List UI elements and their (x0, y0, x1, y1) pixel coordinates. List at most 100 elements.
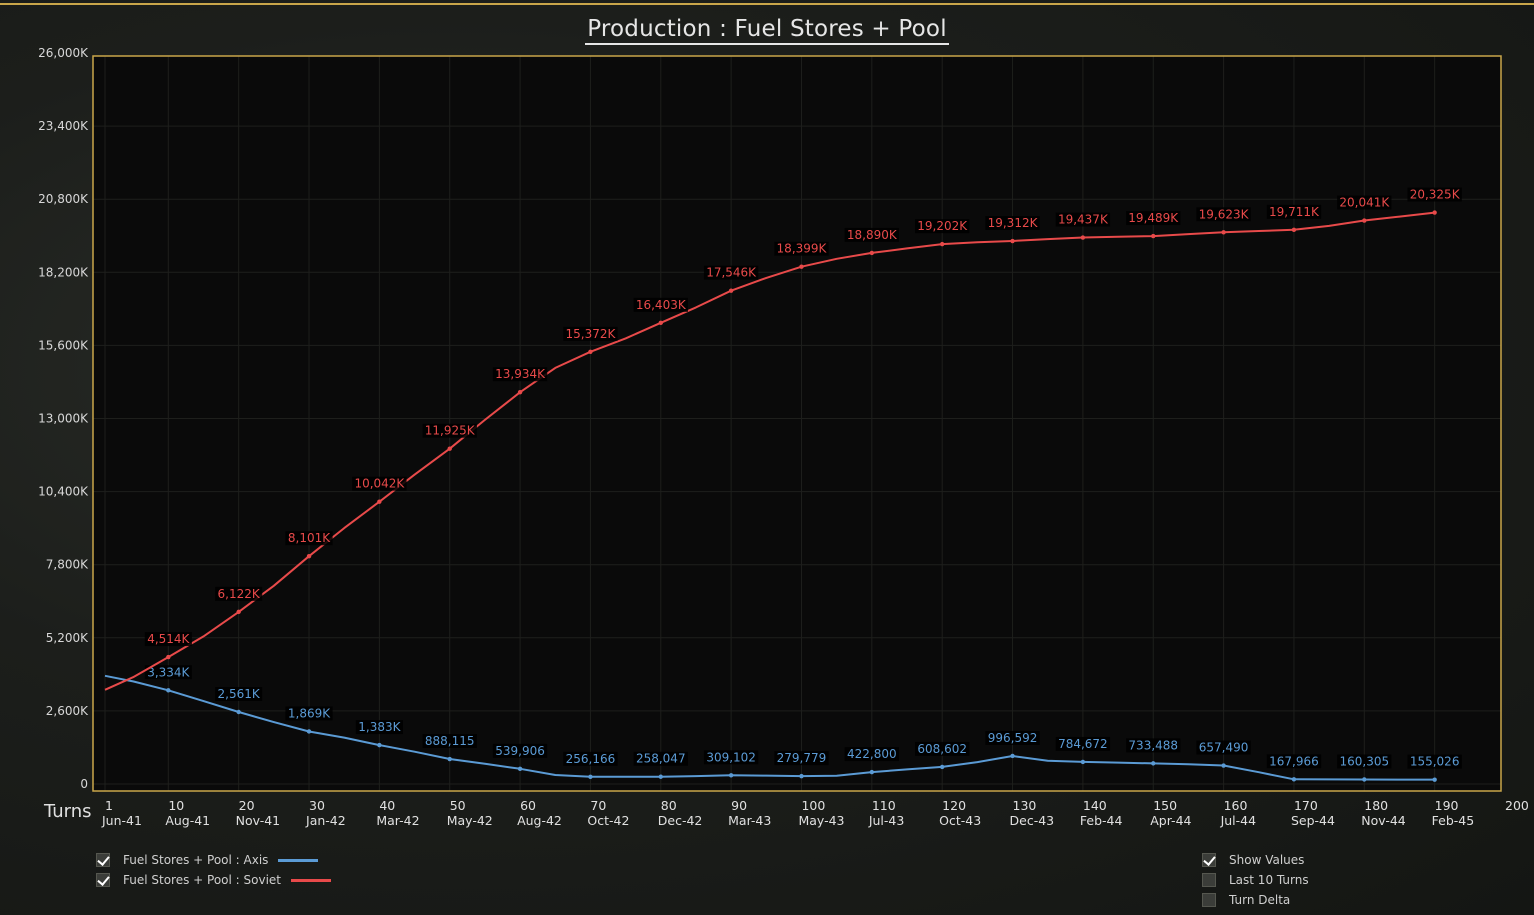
x-tick-turn-label: 1 (105, 798, 113, 813)
x-tick-date-label: Dec-42 (658, 813, 703, 828)
soviet-data-label-bg (285, 531, 333, 546)
soviet-data-point (447, 446, 452, 451)
axis-data-label-bg (633, 751, 688, 766)
legend-axis-checkbox[interactable] (96, 853, 110, 867)
legend-axis-swatch (278, 858, 319, 862)
x-tick-date-label: Nov-44 (1361, 813, 1406, 828)
axis-data-point (517, 766, 523, 772)
axis-data-label: 539,906 (495, 744, 545, 758)
soviet-data-label-bg (1055, 212, 1111, 227)
soviet-data-label: 20,041K (1339, 196, 1390, 210)
show-values-checkbox[interactable] (1202, 853, 1216, 867)
axis-data-label: 422,800 (847, 747, 897, 761)
x-tick-date-label: Dec-43 (1010, 813, 1055, 828)
soviet-data-label: 15,372K (565, 327, 616, 341)
soviet-data-point (1362, 218, 1367, 223)
axis-data-point (166, 688, 171, 693)
soviet-data-point (166, 654, 171, 660)
axis-data-point (799, 773, 804, 779)
y-tick-label: 5,200K (46, 631, 89, 645)
soviet-data-label-bg (144, 632, 192, 647)
soviet-data-label: 19,202K (917, 219, 968, 233)
soviet-data-label: 18,890K (847, 228, 898, 242)
x-tick-date-label: Jul-43 (868, 813, 905, 828)
soviet-data-point (1151, 233, 1156, 239)
legend-soviet-swatch (291, 878, 332, 882)
x-tick-date-label: Jul-44 (1220, 813, 1257, 828)
soviet-data-point (588, 349, 593, 355)
soviet-data-label-bg (1196, 207, 1251, 222)
axis-series-line (104, 674, 1435, 781)
axis-data-label-bg (703, 750, 759, 765)
soviet-data-label-bg (774, 241, 829, 256)
axis-data-label-bg (422, 734, 477, 749)
y-tick-label: 13,000K (38, 412, 89, 426)
x-tick-date-label: Mar-42 (376, 813, 419, 828)
axis-data-label: 657,490 (1199, 741, 1249, 755)
plot-area (93, 56, 1501, 791)
x-tick-date-label: Aug-42 (517, 813, 562, 828)
axis-data-label-bg (1196, 740, 1251, 755)
axis-data-point (1080, 759, 1086, 765)
x-tick-turn-label: 10 (168, 798, 184, 813)
last-10-turns-checkbox[interactable] (1202, 873, 1216, 887)
x-tick-turn-label: 30 (309, 798, 325, 813)
y-tick-label: 7,800K (46, 558, 89, 572)
soviet-data-label: 8,101K (288, 531, 331, 545)
soviet-data-label-bg (422, 423, 477, 438)
soviet-data-label: 10,042K (354, 477, 405, 491)
soviet-data-label-bg (1266, 204, 1322, 219)
axis-data-point (377, 742, 382, 748)
axis-data-label: 888,115 (425, 734, 475, 748)
soviet-data-label-bg (914, 219, 970, 234)
axis-data-label: 608,602 (917, 742, 967, 756)
axis-data-label-bg (1126, 738, 1181, 753)
soviet-data-label-bg (1337, 195, 1392, 210)
chart-options: Show Values Last 10 Turns Turn Delta (1202, 850, 1309, 910)
axis-data-point (1010, 753, 1015, 759)
x-tick-turn-label: 130 (1013, 798, 1037, 813)
x-tick-date-label: Apr-44 (1150, 813, 1191, 828)
legend-item-axis[interactable]: Fuel Stores + Pool : Axis (96, 850, 331, 870)
soviet-data-point (306, 554, 312, 559)
turn-delta-checkbox[interactable] (1202, 893, 1216, 907)
axis-data-label-bg (1407, 754, 1462, 769)
x-tick-date-label: Feb-44 (1080, 813, 1123, 828)
soviet-data-label: 19,312K (988, 216, 1039, 230)
axis-data-label-bg (1266, 754, 1322, 769)
legend: Fuel Stores + Pool : Axis Fuel Stores + … (96, 850, 332, 890)
soviet-data-point (939, 241, 945, 247)
axis-data-label-bg (144, 665, 192, 680)
axis-data-point (939, 764, 945, 770)
option-turn-delta[interactable]: Turn Delta (1202, 890, 1309, 910)
axis-data-label-bg (355, 720, 403, 735)
option-show-values[interactable]: Show Values (1202, 850, 1309, 870)
axis-data-point (658, 774, 663, 779)
x-tick-date-label: Nov-41 (236, 813, 280, 828)
axis-data-point (1151, 761, 1156, 766)
soviet-data-point (1291, 227, 1297, 233)
x-tick-turn-label: 140 (1083, 798, 1107, 813)
legend-soviet-label: Fuel Stores + Pool : Soviet (123, 873, 282, 887)
legend-soviet-checkbox[interactable] (96, 873, 110, 887)
soviet-data-point (236, 609, 241, 615)
x-tick-date-label: Feb-45 (1432, 813, 1475, 828)
axis-data-label: 160,305 (1339, 754, 1389, 768)
soviet-data-label-bg (563, 326, 618, 341)
soviet-data-label: 4,514K (147, 632, 190, 646)
axis-data-label: 258,047 (636, 752, 686, 766)
x-tick-turn-label: 60 (520, 798, 536, 813)
legend-item-soviet[interactable]: Fuel Stores + Pool : Soviet (96, 870, 332, 890)
last-10-turns-label: Last 10 Turns (1229, 873, 1309, 887)
axis-data-point (236, 709, 241, 715)
x-tick-turn-label: 190 (1435, 798, 1459, 813)
axis-data-label-bg (215, 686, 263, 701)
soviet-data-label: 6,122K (218, 587, 261, 601)
axis-data-label-bg (844, 747, 900, 762)
option-last-10-turns[interactable]: Last 10 Turns (1202, 870, 1309, 890)
x-tick-turn-label: 110 (872, 798, 896, 813)
axis-data-point (447, 756, 452, 762)
x-tick-turn-label: 40 (379, 798, 395, 813)
axis-data-point (728, 773, 734, 778)
